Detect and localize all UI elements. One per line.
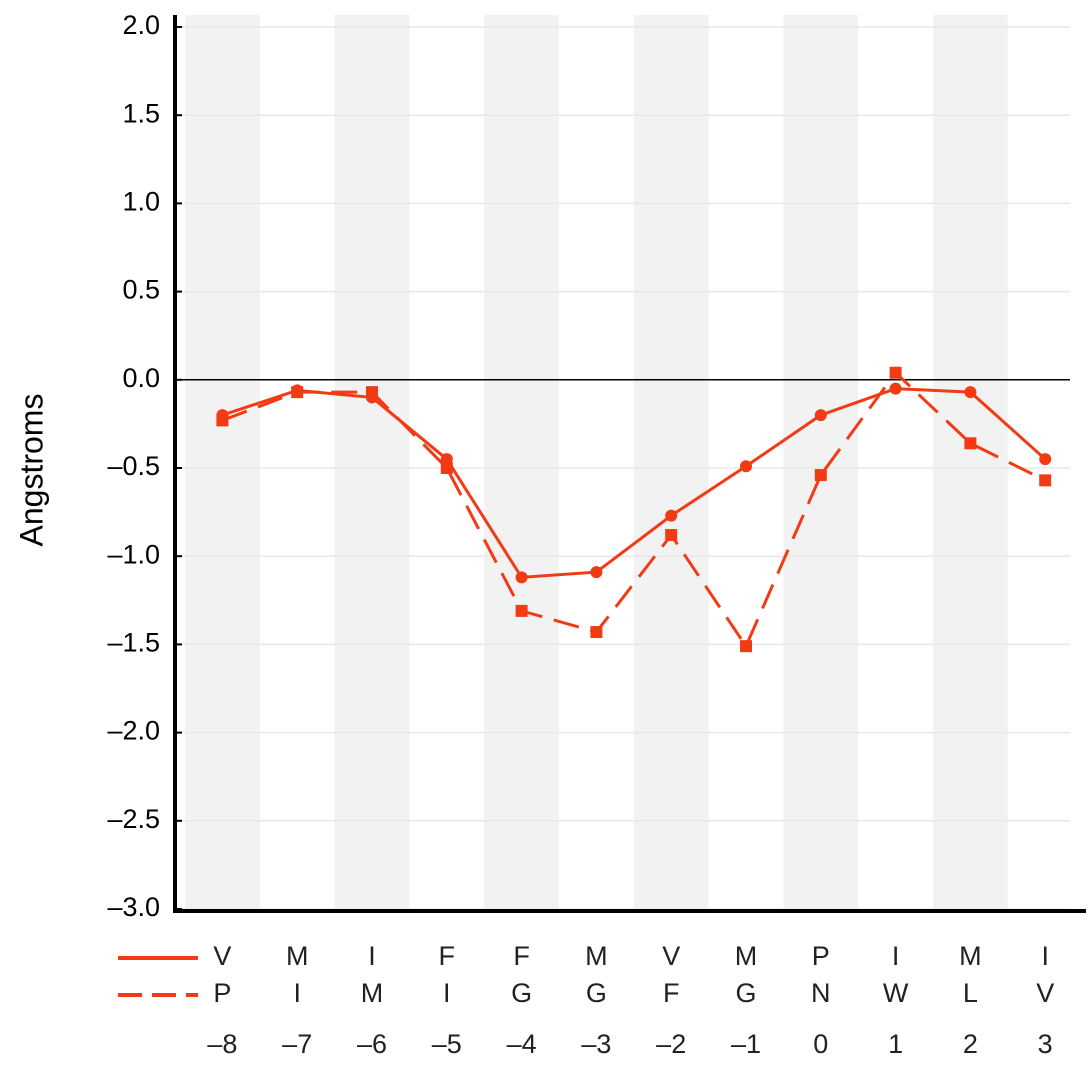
point [964, 437, 977, 450]
point [216, 414, 229, 427]
y-tick-label: –3.0 [107, 892, 160, 922]
residue-label: V [1036, 978, 1054, 1008]
x-tick-label: 3 [1038, 1029, 1053, 1059]
point [1039, 474, 1052, 487]
y-tick-label: 0.5 [122, 275, 160, 305]
point [291, 386, 304, 399]
residue-label: F [663, 978, 680, 1008]
y-tick-label: 1.5 [122, 98, 160, 128]
y-tick-label: 0.0 [122, 363, 160, 393]
x-tick-label: –7 [282, 1029, 312, 1059]
x-tick-label: –8 [207, 1029, 237, 1059]
residue-label: M [286, 941, 309, 971]
residue-label: G [735, 978, 756, 1008]
x-tick-label: 0 [813, 1029, 828, 1059]
point [665, 509, 678, 522]
x-tick-label: –3 [581, 1029, 611, 1059]
residue-label: M [585, 941, 608, 971]
point [366, 386, 378, 399]
column-band [484, 15, 559, 912]
point [814, 409, 827, 422]
x-tick-label: –4 [507, 1029, 537, 1059]
residue-label: G [511, 978, 532, 1008]
y-tick-label: –0.5 [107, 451, 160, 481]
x-tick-label: –5 [432, 1029, 462, 1059]
residue-label: L [963, 978, 978, 1008]
residue-label: V [213, 941, 231, 971]
point [814, 469, 827, 482]
residue-label: W [883, 978, 909, 1008]
residue-label: I [443, 978, 451, 1008]
residue-label: F [513, 941, 530, 971]
residue-label: I [368, 941, 376, 971]
y-tick-label: –2.0 [107, 716, 160, 746]
residue-label: G [586, 978, 607, 1008]
point [515, 604, 528, 617]
column-band [334, 15, 410, 912]
point [590, 566, 603, 579]
residue-label: M [361, 978, 384, 1008]
y-tick-label: –2.5 [107, 804, 160, 834]
x-tick-label: –2 [656, 1029, 686, 1059]
point [740, 460, 752, 473]
y-tick-label: –1.5 [107, 628, 160, 658]
point [964, 386, 977, 399]
x-tick-label: 2 [963, 1029, 978, 1059]
residue-label: N [811, 978, 831, 1008]
residue-label: M [735, 941, 758, 971]
residue-label: V [662, 941, 680, 971]
point [889, 382, 902, 395]
column-band [783, 15, 859, 912]
residue-label: M [959, 941, 982, 971]
residue-label: I [892, 941, 900, 971]
point [740, 640, 752, 653]
y-tick-label: 2.0 [122, 10, 160, 40]
point [889, 366, 902, 379]
y-axis-label: Angstroms [13, 394, 49, 547]
y-tick-label: –1.0 [107, 539, 160, 569]
residue-label: F [439, 941, 456, 971]
point [515, 571, 528, 584]
series-line [221, 370, 1046, 650]
x-tick-label: 1 [888, 1029, 903, 1059]
column-band [185, 15, 260, 912]
series-line [221, 387, 1047, 579]
column-band [933, 15, 1008, 912]
residue-label: P [213, 978, 231, 1008]
residue-label: I [1041, 941, 1049, 971]
point [1039, 453, 1052, 466]
point [590, 626, 603, 639]
y-tick-label: 1.0 [122, 187, 160, 217]
residue-label: I [293, 978, 301, 1008]
point [665, 529, 678, 542]
point [440, 462, 453, 474]
x-tick-label: –1 [731, 1029, 761, 1059]
residue-label: P [812, 941, 830, 971]
x-tick-label: –6 [357, 1029, 387, 1059]
column-band [633, 15, 709, 912]
